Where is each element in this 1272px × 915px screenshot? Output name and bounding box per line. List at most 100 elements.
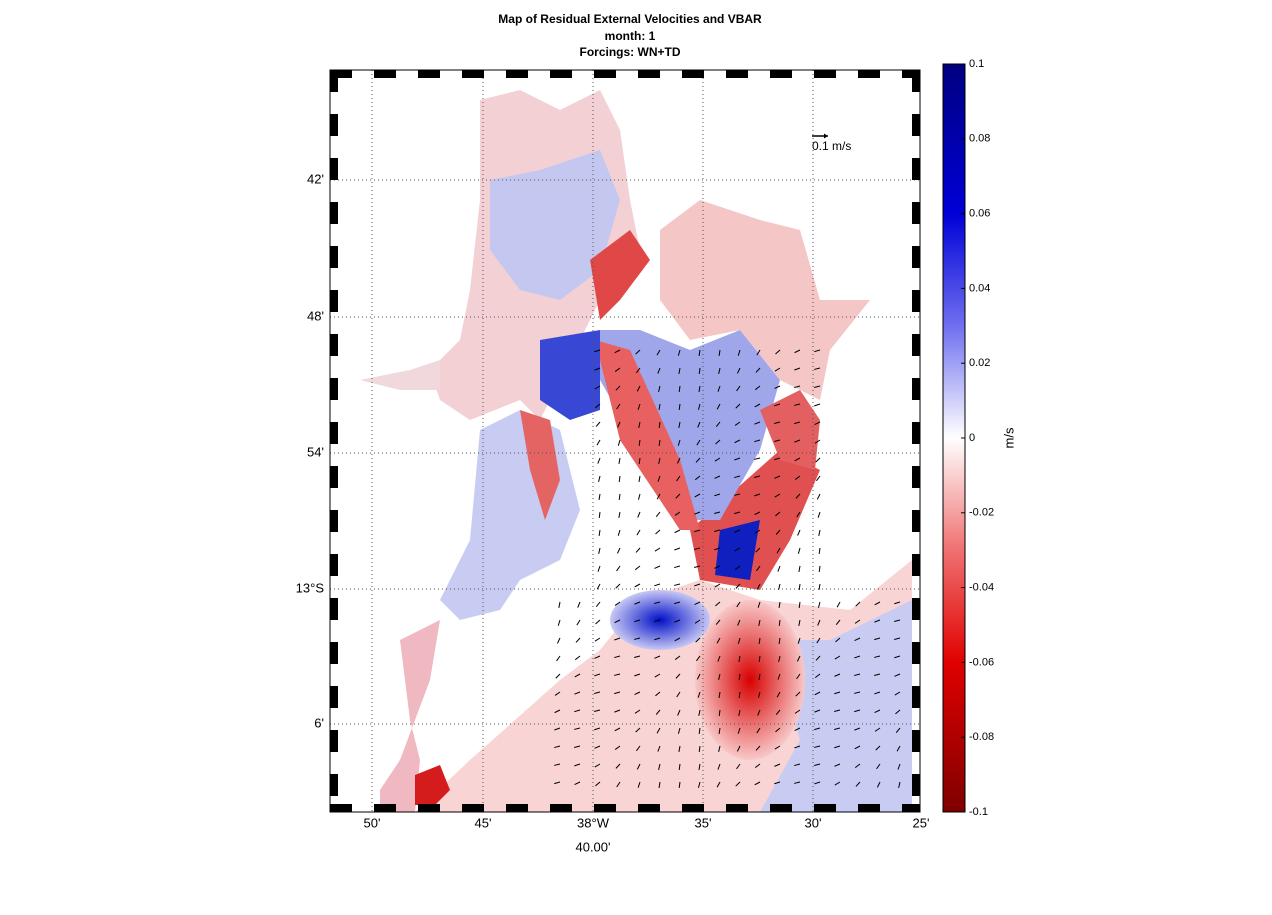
- velocity-arrow: [674, 565, 681, 569]
- velocity-arrow: [658, 385, 661, 392]
- border-block: [418, 804, 440, 812]
- velocity-arrow: [775, 709, 781, 715]
- border-block: [858, 70, 880, 78]
- velocity-arrow: [754, 439, 761, 443]
- velocity-arrow: [676, 691, 681, 698]
- velocity-arrow: [598, 529, 601, 537]
- velocity-arrow: [835, 619, 841, 625]
- border-block: [330, 246, 338, 268]
- velocity-arrow: [754, 493, 761, 497]
- velocity-arrow: [756, 583, 761, 590]
- velocity-arrow: [797, 637, 801, 644]
- velocity-arrow: [818, 583, 821, 590]
- velocity-arrow: [634, 565, 641, 571]
- velocity-arrow: [717, 655, 721, 662]
- velocity-arrow: [814, 709, 821, 713]
- velocity-arrow: [678, 385, 681, 393]
- velocity-arrow: [817, 619, 821, 626]
- border-block: [330, 334, 338, 356]
- colorbar-tick-label: -0.1: [969, 806, 988, 818]
- velocity-arrow: [654, 583, 661, 587]
- velocity-arrow: [774, 493, 781, 498]
- velocity-arrow: [738, 691, 741, 699]
- velocity-arrow: [775, 511, 781, 517]
- velocity-arrow: [676, 475, 681, 482]
- border-block: [330, 804, 352, 812]
- velocity-arrow: [736, 745, 741, 752]
- velocity-arrow: [634, 637, 641, 640]
- colorbar-tick-label: 0: [969, 432, 975, 444]
- border-block: [330, 598, 338, 620]
- velocity-arrow: [554, 763, 561, 766]
- velocity-arrow: [697, 403, 701, 410]
- title: Map of Residual External Velocities and …: [498, 12, 762, 26]
- velocity-arrow: [634, 583, 641, 588]
- border-block: [912, 774, 920, 796]
- border-block: [330, 466, 338, 488]
- velocity-arrow: [774, 421, 781, 424]
- velocity-arrow: [796, 511, 801, 518]
- velocity-arrow: [894, 673, 901, 677]
- velocity-arrow: [896, 745, 901, 752]
- y-tick-label: 54': [307, 444, 324, 459]
- velocity-arrow: [636, 745, 641, 752]
- velocity-arrow: [574, 673, 581, 678]
- velocity-arrow: [655, 691, 661, 697]
- velocity-arrow: [674, 601, 681, 605]
- scale-label: 0.1 m/s: [812, 139, 851, 153]
- border-block: [594, 804, 616, 812]
- velocity-arrow: [654, 565, 661, 569]
- velocity-arrow: [696, 439, 701, 446]
- velocity-arrow: [614, 655, 621, 659]
- velocity-arrow: [754, 763, 761, 769]
- velocity-arrow: [637, 511, 641, 518]
- velocity-arrow: [554, 691, 561, 696]
- velocity-arrow: [797, 529, 801, 536]
- velocity-arrow: [638, 457, 641, 465]
- velocity-arrow: [774, 457, 781, 461]
- velocity-arrow: [818, 547, 821, 555]
- velocity-arrow: [854, 655, 861, 659]
- velocity-arrow: [658, 439, 661, 447]
- velocity-arrow: [714, 529, 721, 532]
- border-block: [638, 804, 660, 812]
- velocity-arrow: [594, 673, 601, 677]
- border-block: [912, 642, 920, 664]
- velocity-arrow: [736, 601, 741, 608]
- velocity-arrow: [777, 673, 781, 680]
- colorbar: 0.1 0.08 0.06 0.04 0.02 0 -0.02 -0.04 -0.06 -0.08…: [942, 58, 994, 818]
- velocity-arrow: [814, 745, 821, 748]
- velocity-arrow: [874, 673, 881, 677]
- velocity-arrow: [617, 421, 621, 428]
- velocity-arrow: [675, 673, 681, 679]
- velocity-arrow: [814, 385, 821, 389]
- velocity-arrow: [655, 511, 661, 518]
- velocity-arrow: [697, 691, 701, 698]
- velocity-arrow: [816, 493, 821, 500]
- water: [660, 200, 870, 400]
- velocity-arrow: [636, 763, 641, 770]
- velocity-arrow: [777, 565, 781, 572]
- velocity-arrow: [714, 457, 721, 462]
- border-block: [682, 804, 704, 812]
- velocity-arrow: [714, 583, 721, 588]
- velocity-arrow: [594, 709, 601, 712]
- velocity-arrow: [696, 655, 701, 662]
- velocity-arrow: [717, 763, 721, 770]
- velocity-arrow: [834, 655, 841, 660]
- y-tick-label: 42': [307, 171, 324, 186]
- velocity-arrow: [614, 349, 621, 354]
- velocity-arrow: [618, 493, 621, 501]
- velocity-arrow: [776, 691, 781, 698]
- velocity-arrow: [694, 475, 701, 481]
- velocity-arrow: [594, 691, 601, 694]
- border-block: [330, 642, 338, 664]
- velocity-arrow: [698, 709, 701, 716]
- velocity-arrow: [677, 727, 681, 734]
- y-tick-label: 48': [307, 308, 324, 323]
- water: [520, 410, 560, 520]
- velocity-arrow: [734, 457, 741, 461]
- velocity-arrow: [617, 439, 621, 446]
- velocity-arrow: [614, 745, 621, 750]
- velocity-arrow: [894, 601, 901, 605]
